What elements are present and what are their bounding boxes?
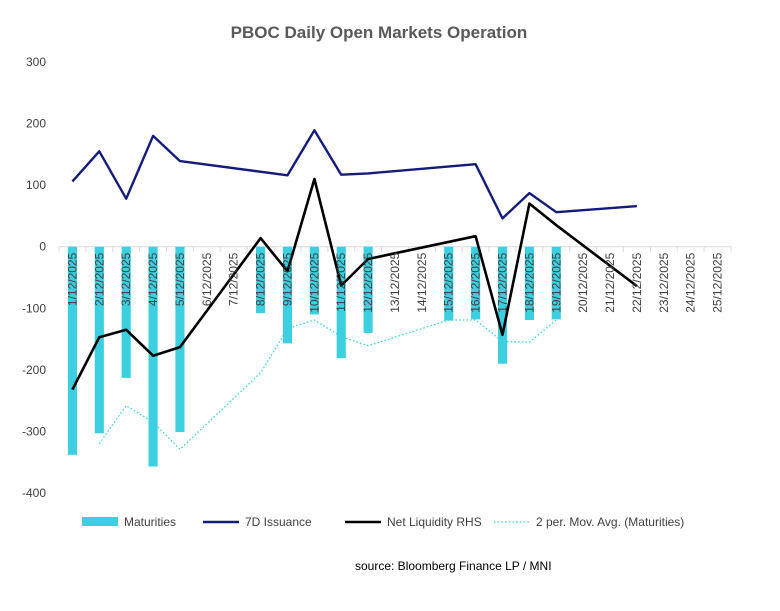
y-tick-label: 300 [26,55,46,69]
x-tick-label: 8/12/2025 [254,252,268,306]
x-tick-label: 1/12/2025 [65,252,79,306]
y-tick-label: 100 [26,178,46,192]
x-tick-label: 17/12/2025 [496,252,510,312]
maturities-bar [524,246,534,320]
x-tick-label: 20/12/2025 [576,252,590,312]
x-tick-label: 21/12/2025 [603,252,617,312]
legend-swatch-maturities [82,517,118,526]
x-tick-label: 13/12/2025 [388,252,402,312]
legend-label: Net Liquidity RHS [387,515,482,529]
legend-label: 2 per. Mov. Avg. (Maturities) [536,515,684,529]
maturities-bar [175,246,185,433]
legend: Maturities 7D Issuance Net Liquidity RHS 2 … [82,515,684,529]
x-tick-label: 5/12/2025 [173,252,187,306]
x-tick-label: 12/12/2025 [361,252,375,312]
maturities-bar [282,246,293,344]
maturities-bar [256,246,266,314]
maturities-bar [497,246,508,364]
source-note: source: Bloomberg Finance LP / MNI [355,559,552,573]
chart-title: PBOC Daily Open Markets Operation [231,23,528,42]
y-tick-label: -300 [22,424,46,438]
x-tick-label: 10/12/2025 [307,252,321,312]
maturities-bar [444,246,454,321]
x-tick-label: 11/12/2025 [334,252,348,311]
x-tick-label: 14/12/2025 [415,252,429,312]
lines [71,129,638,450]
issuance-line [71,129,637,220]
legend-label: Maturities [124,515,176,529]
maturities-bar [471,246,481,320]
x-tick-label: 19/12/2025 [549,252,563,312]
legend-label: 7D Issuance [245,515,312,529]
maturities-bar [67,246,78,455]
x-tick-label: 25/12/2025 [711,252,725,312]
gridlines [58,246,732,252]
maturities-bar [336,246,346,359]
x-tick-label: 23/12/2025 [657,252,671,312]
x-tick-label: 2/12/2025 [92,252,106,306]
y-tick-label: -400 [22,486,46,500]
maturities-bar [363,246,373,333]
net-liquidity-line [71,177,638,391]
x-tick-label: 3/12/2025 [119,252,133,306]
x-tick-label: 16/12/2025 [469,252,483,312]
x-tick-label: 18/12/2025 [522,252,536,312]
x-tick-label: 24/12/2025 [684,252,698,312]
y-tick-label: 200 [26,117,46,131]
x-tick-label: 15/12/2025 [442,252,456,312]
x-tick-label: 9/12/2025 [280,252,294,306]
moving-average-line [98,319,557,450]
x-tick-label: 22/12/2025 [630,252,644,312]
x-tick-label: 7/12/2025 [227,252,241,306]
maturities-bar [309,246,319,315]
x-tick-label: 4/12/2025 [146,252,160,306]
y-tick-label: -200 [22,363,46,377]
maturities-bar [121,246,131,378]
axes: 300 200 100 0 -100 -200 -300 -400 1/12/2025 2/12/… [22,55,725,500]
y-tick-label: 0 [39,240,46,254]
maturities-bar [551,246,561,320]
x-tick-label: 6/12/2025 [200,252,214,306]
y-tick-label: -100 [22,301,46,315]
